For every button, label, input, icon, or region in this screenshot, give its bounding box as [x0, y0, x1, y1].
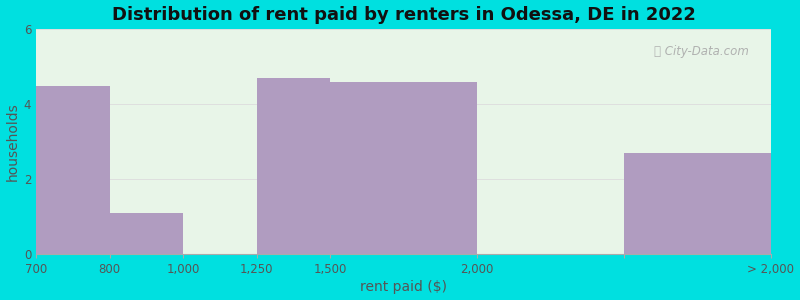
Bar	[624, 153, 771, 254]
Text: ⓘ City-Data.com: ⓘ City-Data.com	[654, 45, 749, 58]
X-axis label: rent paid ($): rent paid ($)	[360, 280, 447, 294]
Bar	[36, 85, 110, 254]
Bar	[330, 82, 477, 254]
Y-axis label: households: households	[6, 102, 19, 181]
Title: Distribution of rent paid by renters in Odessa, DE in 2022: Distribution of rent paid by renters in …	[111, 6, 695, 24]
Bar	[257, 78, 330, 254]
Bar	[110, 213, 183, 254]
